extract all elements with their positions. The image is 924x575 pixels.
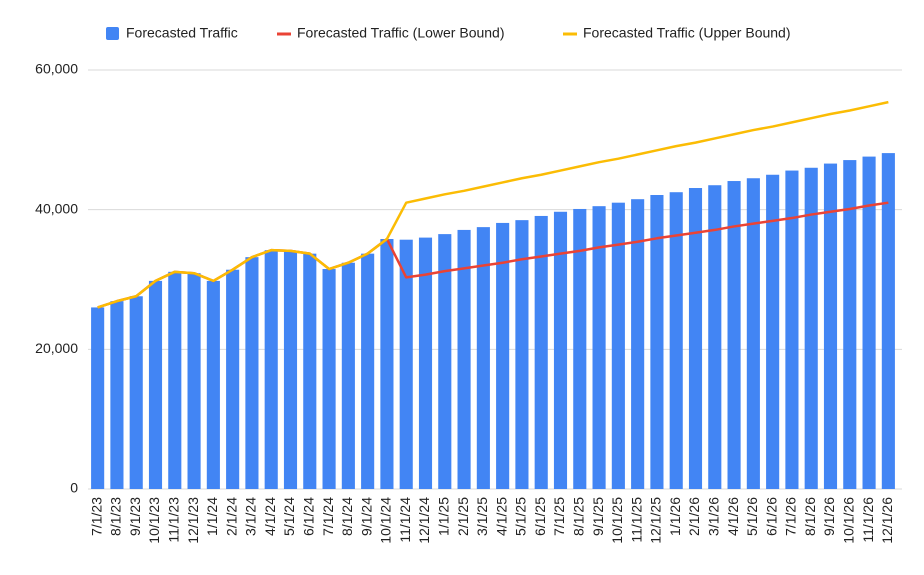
bar (399, 239, 413, 489)
bar (283, 250, 298, 489)
x-tick-label: 8/1/24 (339, 497, 355, 536)
bar (804, 167, 818, 489)
x-tick-label: 5/1/24 (281, 497, 297, 536)
x-tick-label: 3/1/24 (243, 497, 259, 536)
x-tick-label: 8/1/26 (802, 497, 818, 536)
x-tick-label: 3/1/25 (474, 497, 490, 536)
bar (862, 156, 876, 490)
x-tick-label: 9/1/26 (821, 497, 837, 536)
line (97, 100, 889, 309)
x-tick-label: 7/1/23 (88, 497, 104, 536)
x-tick-label: 1/1/26 (667, 497, 683, 536)
x-tick-label: 7/1/24 (320, 497, 336, 536)
x-tick-label: 6/1/25 (532, 497, 548, 536)
bar (91, 307, 105, 489)
bar (823, 163, 838, 489)
x-tick-label: 9/1/25 (590, 497, 606, 536)
bar (380, 238, 394, 489)
x-tick-label: 2/1/24 (223, 497, 239, 536)
x-tick-label: 8/1/25 (570, 497, 586, 536)
x-tick-label: 2/1/26 (686, 497, 702, 536)
x-tick-label: 5/1/26 (744, 497, 760, 536)
x-tick-label: 11/1/24 (397, 497, 413, 543)
legend-label: Forecasted Traffic (Upper Bound) (583, 25, 791, 41)
bar (148, 280, 163, 489)
bar (766, 174, 780, 489)
bar (708, 185, 722, 489)
y-tick-label: 40,000 (35, 200, 78, 216)
x-tick-label: 5/1/25 (513, 497, 529, 536)
bar (611, 202, 625, 489)
x-tick-label: 6/1/24 (300, 497, 316, 536)
x-tick-label: 12/1/25 (648, 497, 664, 544)
bar (187, 273, 201, 489)
x-tick-label: 3/1/26 (705, 497, 721, 536)
x-tick-label: 4/1/24 (262, 497, 278, 536)
legend-label: Forecasted Traffic (126, 25, 238, 41)
x-tick-label: 2/1/25 (455, 497, 471, 536)
y-tick-label: 20,000 (35, 340, 78, 356)
x-tick-label: 8/1/23 (108, 497, 124, 536)
bar (746, 178, 760, 489)
bar (631, 199, 645, 490)
bar (843, 160, 857, 489)
bar (650, 195, 664, 490)
legend-label: Forecasted Traffic (Lower Bound) (297, 25, 505, 41)
bar (669, 192, 683, 490)
bar (264, 250, 278, 489)
x-tick-label: 10/1/23 (146, 497, 162, 544)
x-tick-label: 7/1/25 (551, 497, 567, 536)
x-tick-label: 9/1/24 (358, 497, 374, 536)
bar (438, 234, 452, 489)
bar (303, 253, 317, 489)
bar (226, 269, 240, 489)
bar (418, 237, 433, 489)
y-tick-label: 60,000 (35, 61, 78, 77)
x-tick-label: 1/1/24 (204, 497, 220, 536)
bar (881, 153, 895, 489)
bar (168, 271, 182, 489)
y-tick-label: 0 (70, 480, 78, 496)
x-tick-label: 12/1/23 (185, 497, 201, 544)
x-tick-label: 4/1/26 (725, 497, 741, 536)
x-tick-label: 10/1/25 (609, 497, 625, 544)
legend-swatch (106, 27, 119, 40)
bar (727, 181, 741, 489)
x-tick-label: 12/1/26 (879, 497, 895, 544)
bar (322, 269, 336, 489)
bar (245, 257, 259, 489)
x-tick-label: 4/1/25 (493, 497, 509, 536)
bar (110, 301, 124, 489)
x-tick-label: 10/1/26 (840, 497, 856, 544)
bar (341, 262, 355, 489)
x-tick-label: 10/1/24 (378, 497, 394, 544)
x-tick-label: 11/1/25 (628, 497, 644, 543)
bar (361, 253, 375, 489)
bar (476, 227, 490, 489)
bar (496, 222, 510, 489)
bar (573, 208, 587, 490)
x-tick-label: 12/1/24 (416, 497, 432, 544)
bar (688, 188, 703, 490)
x-tick-label: 9/1/23 (127, 497, 143, 536)
bar (206, 280, 220, 489)
x-tick-label: 6/1/26 (763, 497, 779, 536)
bar (457, 229, 471, 489)
bar (785, 170, 799, 489)
bar (534, 215, 548, 489)
bar (515, 220, 529, 489)
x-tick-label: 11/1/23 (165, 497, 181, 543)
x-tick-label: 1/1/25 (435, 497, 451, 536)
x-tick-label: 7/1/26 (783, 497, 799, 536)
x-tick-label: 11/1/26 (860, 497, 876, 543)
bar (553, 211, 568, 490)
bar (592, 206, 606, 490)
bar (129, 296, 143, 489)
